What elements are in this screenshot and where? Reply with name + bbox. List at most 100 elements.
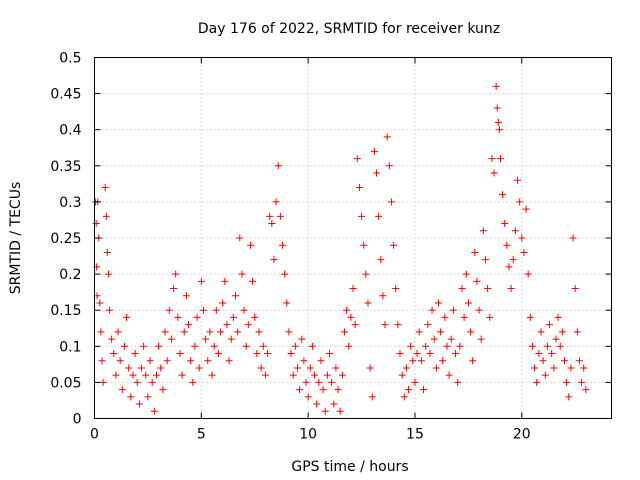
data-point: [176, 350, 184, 358]
data-point: [204, 357, 212, 365]
data-point: [494, 118, 502, 126]
data-point: [349, 285, 357, 293]
data-point: [415, 328, 423, 336]
data-point: [541, 371, 549, 379]
data-point: [261, 371, 269, 379]
data-point: [373, 169, 380, 177]
data-point: [537, 328, 545, 336]
data-point: [152, 371, 160, 379]
data-point: [396, 350, 404, 358]
y-axis-ticks: 0 0.05 0.1 0.15 0.2 0.25 0.3 0.35 0.4 0.45 0.5: [50, 51, 612, 428]
data-point: [221, 277, 229, 285]
data-point: [234, 328, 242, 336]
data-point: [112, 371, 120, 379]
data-point: [511, 227, 519, 235]
data-point: [167, 335, 175, 343]
data-point: [279, 241, 286, 249]
data-point: [569, 234, 577, 242]
data-point: [368, 393, 376, 401]
data-point: [379, 292, 387, 300]
data-point: [481, 256, 489, 264]
data-point: [381, 321, 389, 329]
data-point: [460, 313, 468, 321]
data-point: [101, 183, 109, 191]
data-point: [578, 378, 586, 386]
data-point: [326, 350, 333, 358]
data-point: [118, 386, 126, 394]
data-point: [543, 342, 551, 350]
data-point: [528, 342, 536, 350]
data-point: [347, 313, 355, 321]
data-point: [135, 400, 143, 408]
y-tick-label: 0.3: [59, 195, 81, 211]
data-point: [92, 220, 100, 228]
data-point: [390, 241, 398, 249]
data-point: [268, 220, 276, 228]
y-tick-label: 0.15: [50, 303, 81, 319]
data-point: [353, 155, 361, 163]
data-point: [328, 378, 336, 386]
data-point: [334, 386, 342, 394]
data-point: [552, 335, 560, 343]
data-point: [417, 357, 425, 365]
data-point: [287, 350, 295, 358]
data-point: [561, 357, 568, 365]
data-point: [105, 306, 113, 314]
data-point: [360, 241, 368, 249]
data-point: [441, 313, 449, 321]
data-point: [131, 350, 139, 358]
data-point: [195, 364, 203, 372]
data-point: [405, 386, 413, 394]
data-point: [420, 386, 427, 394]
data-point: [208, 371, 216, 379]
data-point: [377, 256, 385, 264]
data-point: [206, 328, 214, 336]
data-point: [514, 176, 521, 184]
data-point: [253, 350, 261, 358]
data-point: [336, 407, 344, 415]
data-point: [225, 357, 233, 365]
data-point: [298, 335, 306, 343]
data-point: [104, 270, 112, 278]
data-point: [302, 378, 310, 386]
y-axis-title: SRMTID / TECUs: [8, 182, 24, 295]
data-point: [232, 292, 239, 300]
data-point: [387, 198, 395, 206]
data-point: [306, 364, 314, 372]
data-point: [157, 364, 165, 372]
data-point: [402, 364, 410, 372]
data-point: [110, 350, 118, 358]
data-point: [114, 328, 122, 336]
data-point: [108, 335, 116, 343]
data-point: [259, 342, 267, 350]
data-point: [276, 212, 284, 220]
data-point: [471, 248, 479, 256]
data-point: [499, 191, 507, 199]
data-point: [217, 328, 225, 336]
y-tick-label: 0.5: [59, 51, 81, 67]
data-point: [428, 306, 436, 314]
data-point: [509, 256, 517, 264]
data-point: [165, 306, 173, 314]
data-point: [490, 169, 498, 177]
y-tick-label: 0: [73, 412, 82, 428]
data-points: [92, 82, 590, 415]
data-point: [473, 277, 481, 285]
data-point: [330, 400, 338, 408]
data-point: [178, 371, 186, 379]
data-point: [479, 227, 487, 235]
data-point: [409, 357, 417, 365]
data-point: [340, 328, 348, 336]
data-point: [477, 335, 485, 343]
data-point: [458, 285, 466, 293]
data-point: [462, 270, 470, 278]
y-tick-label: 0.1: [59, 339, 81, 355]
data-point: [486, 313, 494, 321]
data-point: [291, 342, 299, 350]
data-point: [150, 407, 158, 415]
data-point: [214, 350, 222, 358]
data-point: [249, 277, 257, 285]
data-point: [516, 198, 524, 206]
data-point: [447, 335, 455, 343]
data-point: [332, 364, 340, 372]
